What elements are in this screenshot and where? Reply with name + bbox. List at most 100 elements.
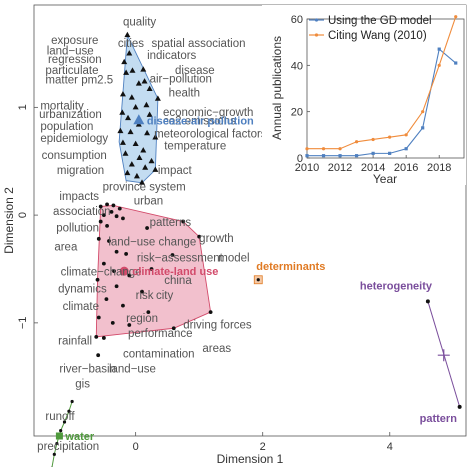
air-point-33 [139, 179, 145, 185]
air-point-17 [146, 111, 153, 117]
term-rainfall: rainfall [58, 335, 92, 347]
water-point-0 [70, 399, 74, 404]
land-point-21 [149, 267, 154, 271]
inset-point-1-8 [437, 63, 441, 67]
term-patterns: patterns [150, 217, 192, 229]
air-point-28 [128, 161, 135, 167]
air-point-25 [122, 150, 129, 156]
legend-marker-0 [314, 18, 319, 22]
land-point-31 [127, 323, 132, 327]
inset-x-tick-label-0: 2010 [295, 162, 319, 174]
land-point-8 [105, 223, 109, 228]
air-point-21 [152, 134, 159, 140]
term-co2-emissions: co2 emissions [163, 116, 236, 128]
plot-frame [33, 4, 467, 437]
water-point-5 [52, 452, 56, 456]
term-province-system: province system [103, 181, 186, 193]
term-impacts: impacts [59, 191, 99, 203]
inset-point-1-3 [354, 140, 359, 144]
inset-frame [306, 18, 465, 159]
air-point-27 [148, 157, 155, 164]
term-risk-assessment: risk−assessment [137, 252, 224, 264]
cluster-label-determinants: determinants [256, 261, 325, 273]
air-point-19 [127, 128, 134, 135]
term-climate-change: climate−change [61, 266, 142, 278]
term-indicators: indicators [147, 50, 196, 62]
term-temperature: temperature [164, 140, 226, 152]
y-axis-label: Dimension 2 [2, 187, 16, 254]
land-point-9 [121, 216, 125, 221]
inset-point-1-0 [305, 147, 309, 151]
land-point-4 [101, 213, 106, 218]
air-point-1 [126, 50, 133, 56]
axis-ticks: 0 2 4 −1 0 1 [17, 104, 393, 453]
inset-point-0-5 [388, 151, 392, 155]
term-model: model [218, 252, 249, 264]
inset-point-1-1 [321, 147, 326, 151]
air-point-32 [133, 172, 140, 179]
land-point-12 [197, 234, 202, 239]
inset-point-0-7 [421, 126, 425, 130]
term-spatial-association: spatial association [152, 38, 246, 50]
air-point-18 [117, 127, 124, 134]
inset-x-axis-label: Year [373, 172, 397, 186]
inset-point-0-9 [454, 61, 458, 65]
land-point-23 [114, 284, 119, 289]
term-epidemiology: epidemiology [40, 133, 108, 145]
inset-line-chart: 2010 2012 2014 2016 2018 0 20 40 60 Using the GD… [262, 5, 466, 186]
cluster-label-heterogeneity: heterogeneity [360, 280, 433, 292]
legend-marker-1 [314, 33, 319, 37]
land-point-24 [140, 289, 144, 294]
term-land-use-change: land−use change [108, 236, 196, 248]
land-point-18 [101, 261, 106, 266]
term-climate: climate [63, 301, 99, 313]
term-cities: cities [118, 38, 144, 50]
term-health: health [169, 88, 200, 100]
term-river-basin: river−basin [59, 363, 116, 375]
water-point-1 [67, 409, 71, 413]
inset-point-1-5 [388, 135, 392, 139]
water-point-4 [55, 441, 59, 446]
land-point-14 [107, 239, 111, 243]
inset-x-tick-label-4: 2018 [427, 162, 451, 174]
land-point-17 [170, 253, 175, 257]
land-point-1 [105, 202, 109, 207]
term-areas: areas [202, 343, 231, 355]
term-regression: regression [48, 54, 102, 66]
air-point-2 [121, 58, 128, 65]
term-population: population [40, 121, 93, 133]
land-point-0 [98, 204, 103, 209]
cluster-hulls [95, 33, 212, 338]
inset-point-1-2 [338, 147, 342, 151]
term-city: city [156, 290, 174, 302]
mds-plot: quality exposure cities spatial association… [2, 4, 467, 467]
x-tick-label-0: 0 [133, 441, 139, 453]
inset-point-1-6 [404, 133, 408, 137]
cluster-label-air: disease-air pollution [147, 115, 254, 127]
term-exposure: exposure [51, 35, 98, 47]
legend-label-1: Citing Wang (2010) [328, 30, 427, 42]
air-point-11 [128, 94, 135, 100]
term-mortality: mortality [40, 101, 84, 113]
inset-y-tick-label-0: 0 [297, 153, 303, 165]
land-point-20 [127, 273, 132, 278]
land-point-33 [101, 336, 106, 340]
term-economic-growth: economic−growth [163, 107, 253, 119]
land-point-25 [104, 297, 109, 302]
term-urban: urban [134, 195, 163, 207]
term-pollution: pollution [56, 222, 99, 234]
inset-point-0-8 [437, 47, 441, 51]
land-point-19 [112, 269, 116, 274]
term-meteorological-factors: meteorological factors [154, 129, 267, 141]
land-point-29 [96, 315, 101, 320]
land-point-6 [114, 214, 119, 219]
term-disease: disease [175, 65, 215, 77]
land-point-11 [181, 219, 186, 224]
y-tick-label-1: 0 [17, 212, 29, 218]
term-performance: performance [128, 328, 193, 340]
cluster-label-land: climate-land use [132, 266, 218, 278]
land-point-30 [110, 320, 115, 325]
term-china: china [164, 275, 192, 287]
term-gis: gis [75, 379, 90, 391]
